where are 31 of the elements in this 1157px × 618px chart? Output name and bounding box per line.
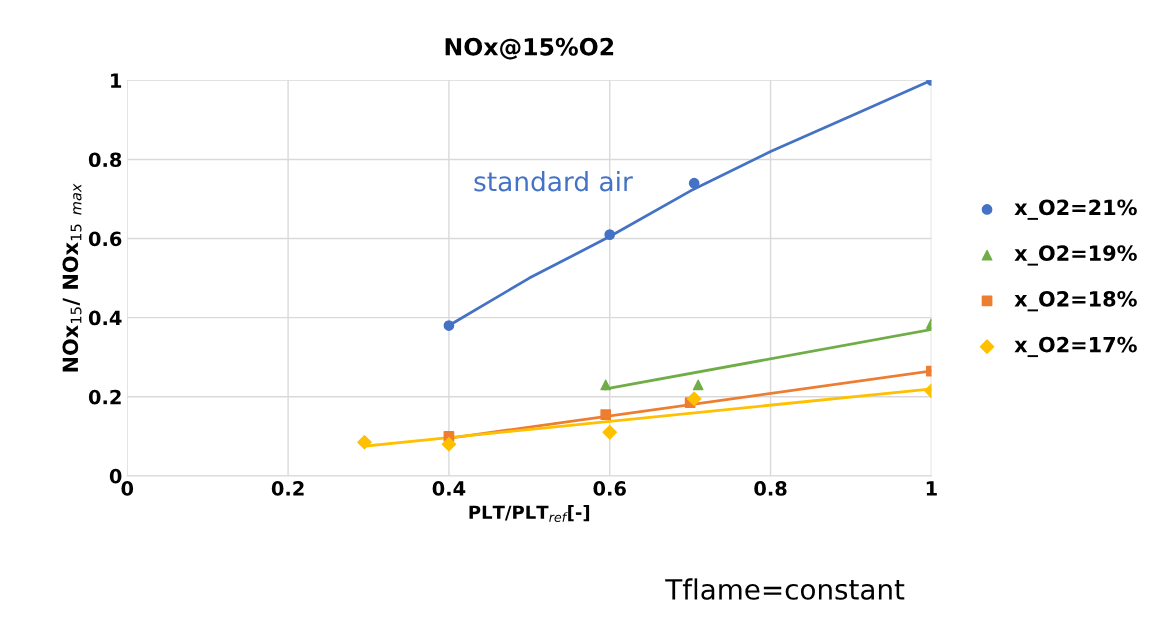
point	[602, 425, 618, 440]
legend-label: x_O2=18%	[1014, 290, 1137, 312]
legend-label: x_O2=19%	[1014, 245, 1137, 266]
x-axis-title: PLT/PLT$_{ref}$[-]	[469, 505, 590, 522]
point	[441, 436, 457, 452]
point	[357, 434, 372, 450]
point	[600, 409, 612, 420]
y-tick-label: 1	[111, 73, 122, 88]
point	[686, 391, 702, 407]
point	[692, 379, 704, 391]
point	[688, 177, 700, 189]
chart-title: NOx@15%O2	[445, 37, 614, 60]
text: Tflame=constant	[665, 578, 905, 600]
y-tick-label: 0.4	[88, 310, 122, 326]
point	[604, 229, 616, 240]
x-tick-label: 0.2	[271, 481, 304, 496]
x-tick-label: 0.6	[593, 481, 626, 496]
x-tick-label: 0.4	[432, 481, 466, 496]
y-tick-label: 0.8	[88, 152, 122, 168]
y-axis-title: NOx$_{15}$/ NOx$_{15 max}$	[62, 183, 82, 372]
legend-label: x_O2=17%	[1014, 336, 1137, 358]
y-tick-label: 0	[109, 468, 122, 484]
y-tick-label: 0.6	[88, 231, 122, 247]
point	[443, 320, 455, 331]
x-tick-label: 1	[926, 481, 937, 496]
legend-label: x_O2=21%	[1014, 199, 1137, 220]
point	[600, 379, 612, 391]
x-tick-label: 0	[121, 481, 134, 496]
x-tick-label: 0.8	[754, 481, 787, 496]
y-tick-label: 0.2	[88, 389, 121, 405]
annotation: standard air	[474, 171, 633, 192]
